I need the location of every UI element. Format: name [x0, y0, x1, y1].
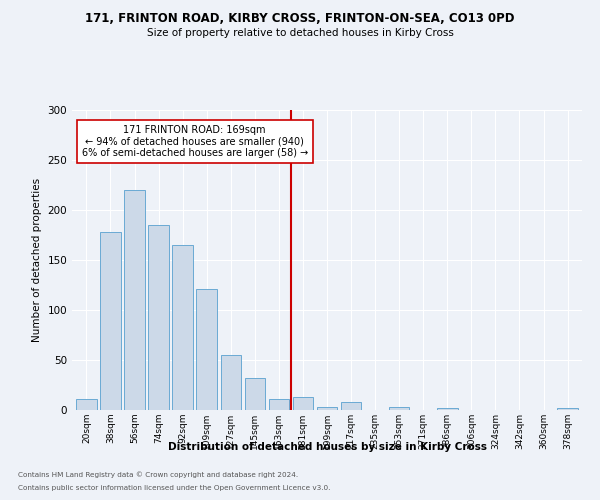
Bar	[221, 355, 241, 410]
Bar	[148, 225, 169, 410]
Text: Contains HM Land Registry data © Crown copyright and database right 2024.: Contains HM Land Registry data © Crown c…	[18, 471, 298, 478]
Bar	[389, 407, 409, 410]
Bar	[245, 378, 265, 410]
Bar	[172, 245, 193, 410]
Text: 171, FRINTON ROAD, KIRBY CROSS, FRINTON-ON-SEA, CO13 0PD: 171, FRINTON ROAD, KIRBY CROSS, FRINTON-…	[85, 12, 515, 26]
Bar	[293, 397, 313, 410]
Text: Distribution of detached houses by size in Kirby Cross: Distribution of detached houses by size …	[167, 442, 487, 452]
Bar	[269, 399, 289, 410]
Bar	[341, 402, 361, 410]
Bar	[196, 289, 217, 410]
Bar	[557, 408, 578, 410]
Text: 171 FRINTON ROAD: 169sqm
← 94% of detached houses are smaller (940)
6% of semi-d: 171 FRINTON ROAD: 169sqm ← 94% of detach…	[82, 125, 308, 158]
Y-axis label: Number of detached properties: Number of detached properties	[32, 178, 42, 342]
Text: Contains public sector information licensed under the Open Government Licence v3: Contains public sector information licen…	[18, 485, 331, 491]
Bar	[76, 399, 97, 410]
Bar	[317, 407, 337, 410]
Bar	[437, 408, 458, 410]
Text: Size of property relative to detached houses in Kirby Cross: Size of property relative to detached ho…	[146, 28, 454, 38]
Bar	[124, 190, 145, 410]
Bar	[100, 232, 121, 410]
